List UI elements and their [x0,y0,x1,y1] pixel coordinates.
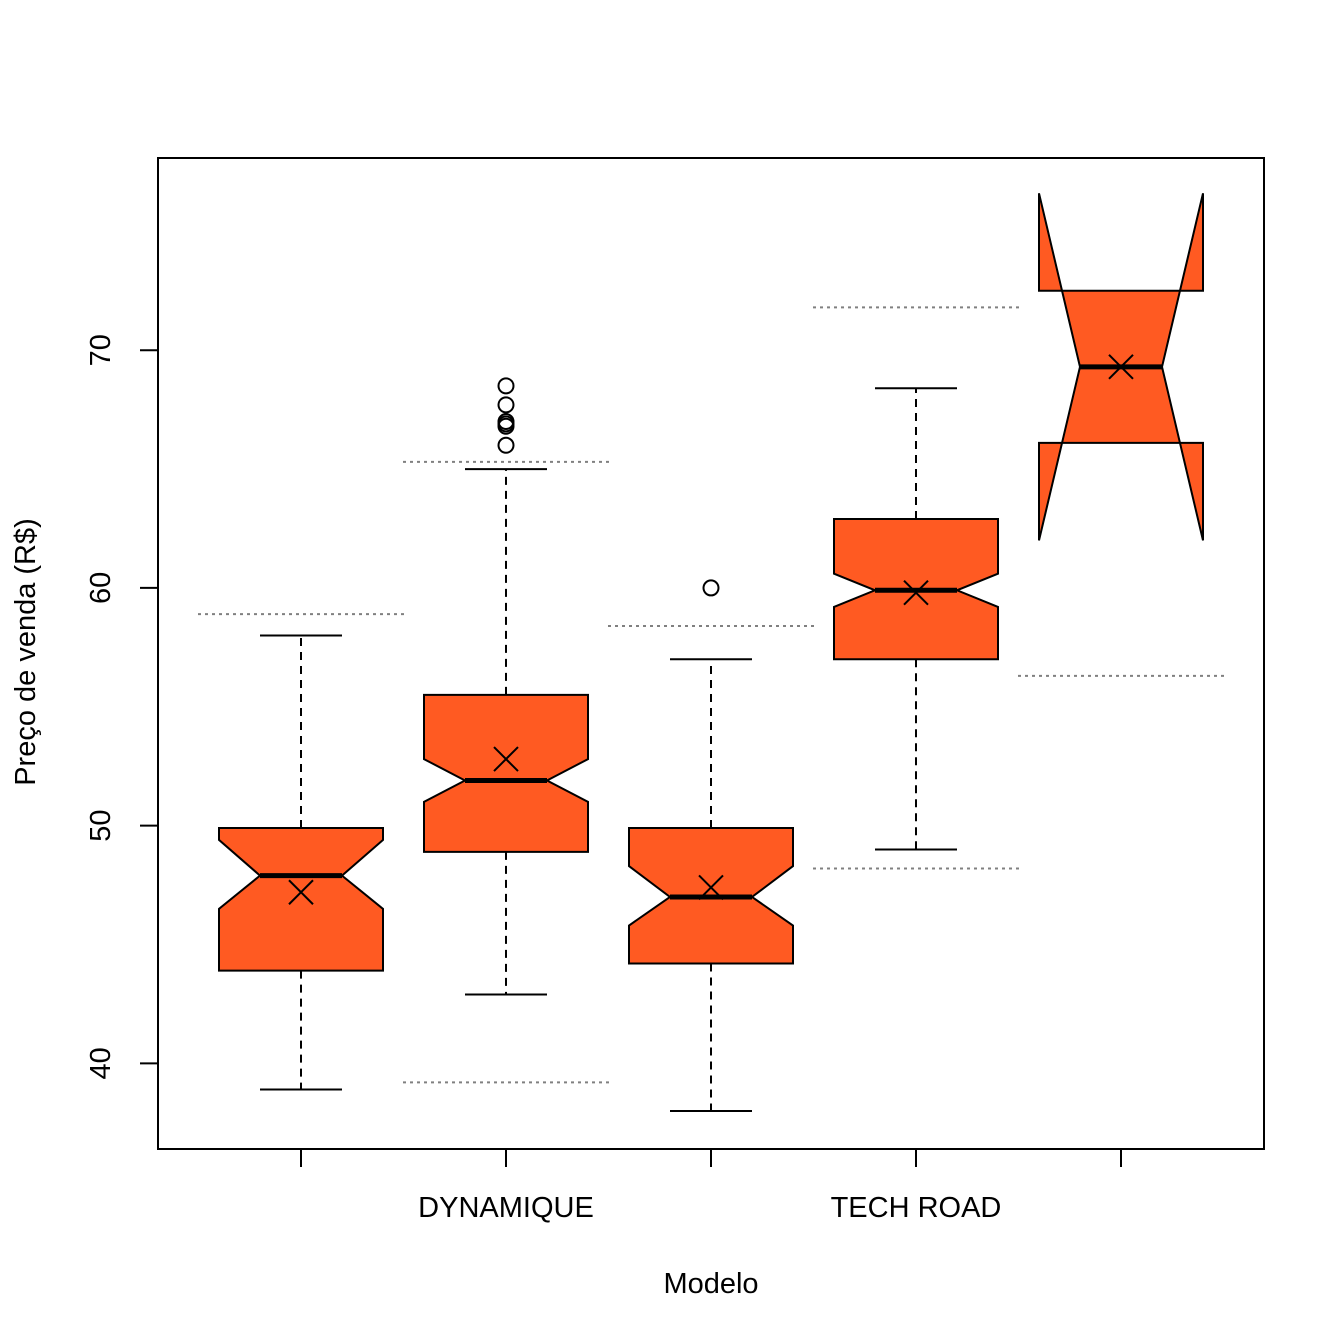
x-tick-label: TECH ROAD [831,1192,1002,1224]
y-tick-label: 60 [85,572,117,604]
box-group-2 [403,377,609,1084]
y-axis: 40 50 60 70 [85,334,158,1080]
mean-marker-stroke-b [903,579,929,606]
y-tick-label: 70 [85,334,117,366]
box-group-3 [608,579,814,1112]
x-axis: DYNAMIQUE TECH ROAD [300,1149,1122,1224]
plot-layer [198,193,1224,1112]
mean-marker-stroke-b [288,879,314,905]
mean-marker-stroke-b [1108,354,1134,380]
outlier-point [497,413,515,431]
box-group-5 [1018,193,1224,677]
box-group-1 [198,613,404,1091]
outlier-point [497,396,515,414]
notched-box [218,827,384,972]
x-axis-title: Modelo [663,1268,758,1300]
y-tick-label: 40 [85,1047,117,1079]
outlier-point [497,377,515,395]
box-group-4 [813,306,1019,870]
outlier-point [497,436,515,454]
y-axis-title: Preço de venda (R$) [10,518,42,786]
notched-box [423,693,589,853]
x-tick-label: DYNAMIQUE [418,1192,594,1224]
outlier-point [702,579,720,597]
mean-marker-stroke-b [698,874,724,901]
mean-marker-stroke-b [493,746,519,772]
y-tick-label: 50 [85,810,117,842]
